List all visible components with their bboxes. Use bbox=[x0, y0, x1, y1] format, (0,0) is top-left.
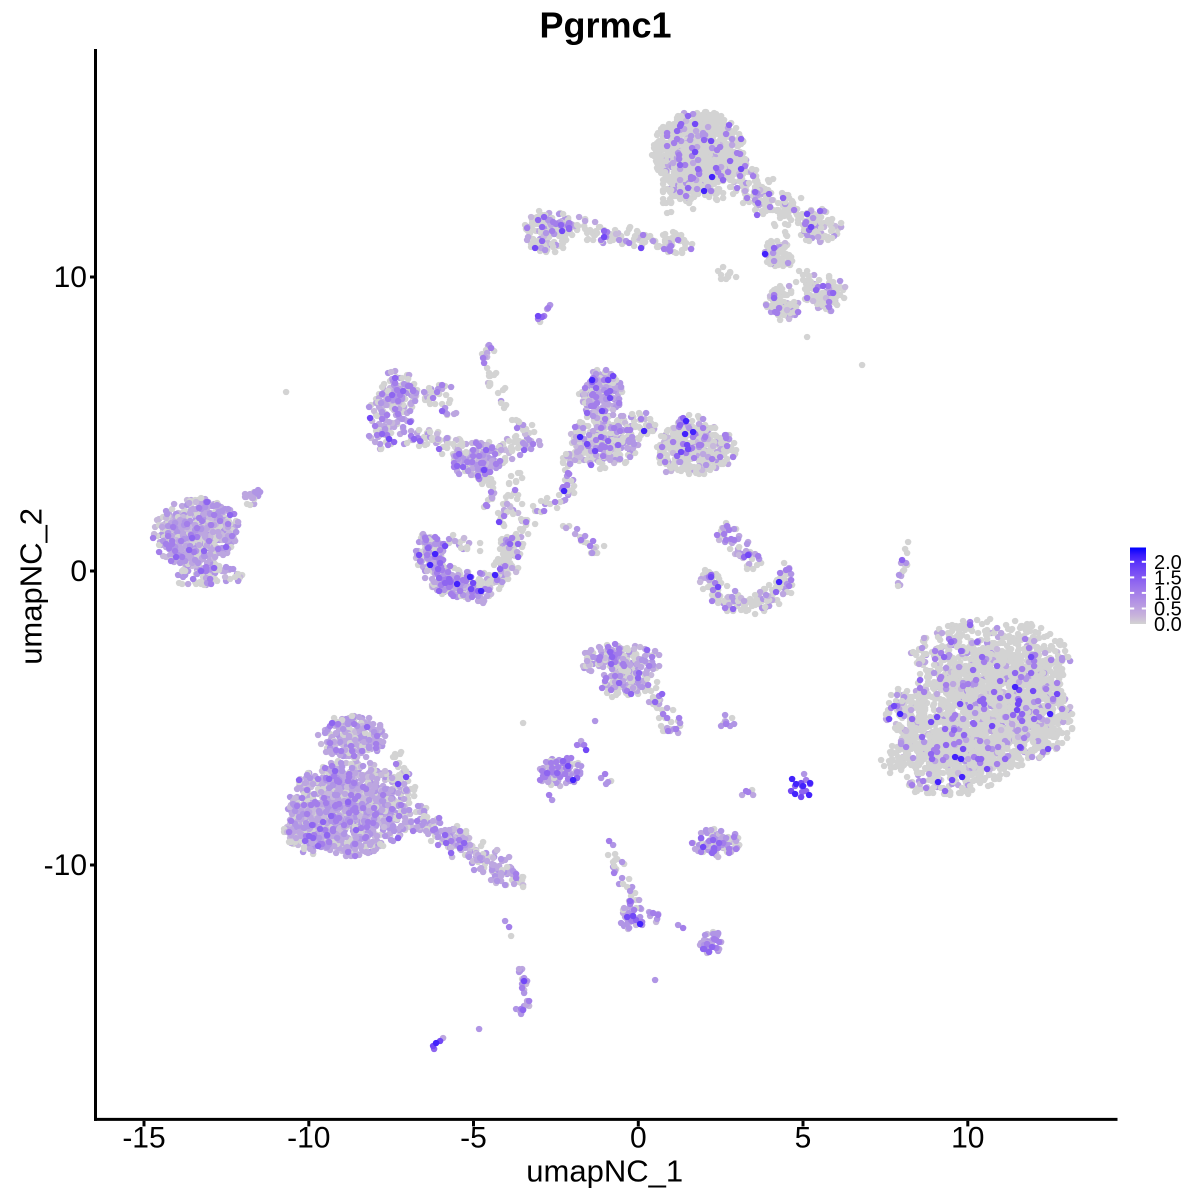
svg-text:umapNC_1: umapNC_1 bbox=[526, 1154, 683, 1189]
svg-text:Pgrmc1: Pgrmc1 bbox=[539, 5, 671, 46]
svg-text:10: 10 bbox=[54, 261, 87, 294]
svg-text:1.5: 1.5 bbox=[1154, 568, 1182, 590]
svg-text:0: 0 bbox=[70, 555, 87, 588]
svg-text:umapNC_2: umapNC_2 bbox=[14, 508, 49, 665]
svg-text:0: 0 bbox=[630, 1122, 647, 1155]
svg-text:10: 10 bbox=[951, 1122, 984, 1155]
svg-text:0.5: 0.5 bbox=[1154, 599, 1182, 621]
svg-text:5: 5 bbox=[795, 1122, 812, 1155]
svg-text:1.0: 1.0 bbox=[1154, 583, 1182, 605]
svg-text:-5: -5 bbox=[460, 1122, 487, 1155]
svg-text:0.0: 0.0 bbox=[1154, 614, 1182, 636]
svg-text:-10: -10 bbox=[287, 1122, 330, 1155]
svg-text:-10: -10 bbox=[44, 849, 87, 882]
svg-text:-15: -15 bbox=[122, 1122, 165, 1155]
svg-text:2.0: 2.0 bbox=[1154, 552, 1182, 574]
